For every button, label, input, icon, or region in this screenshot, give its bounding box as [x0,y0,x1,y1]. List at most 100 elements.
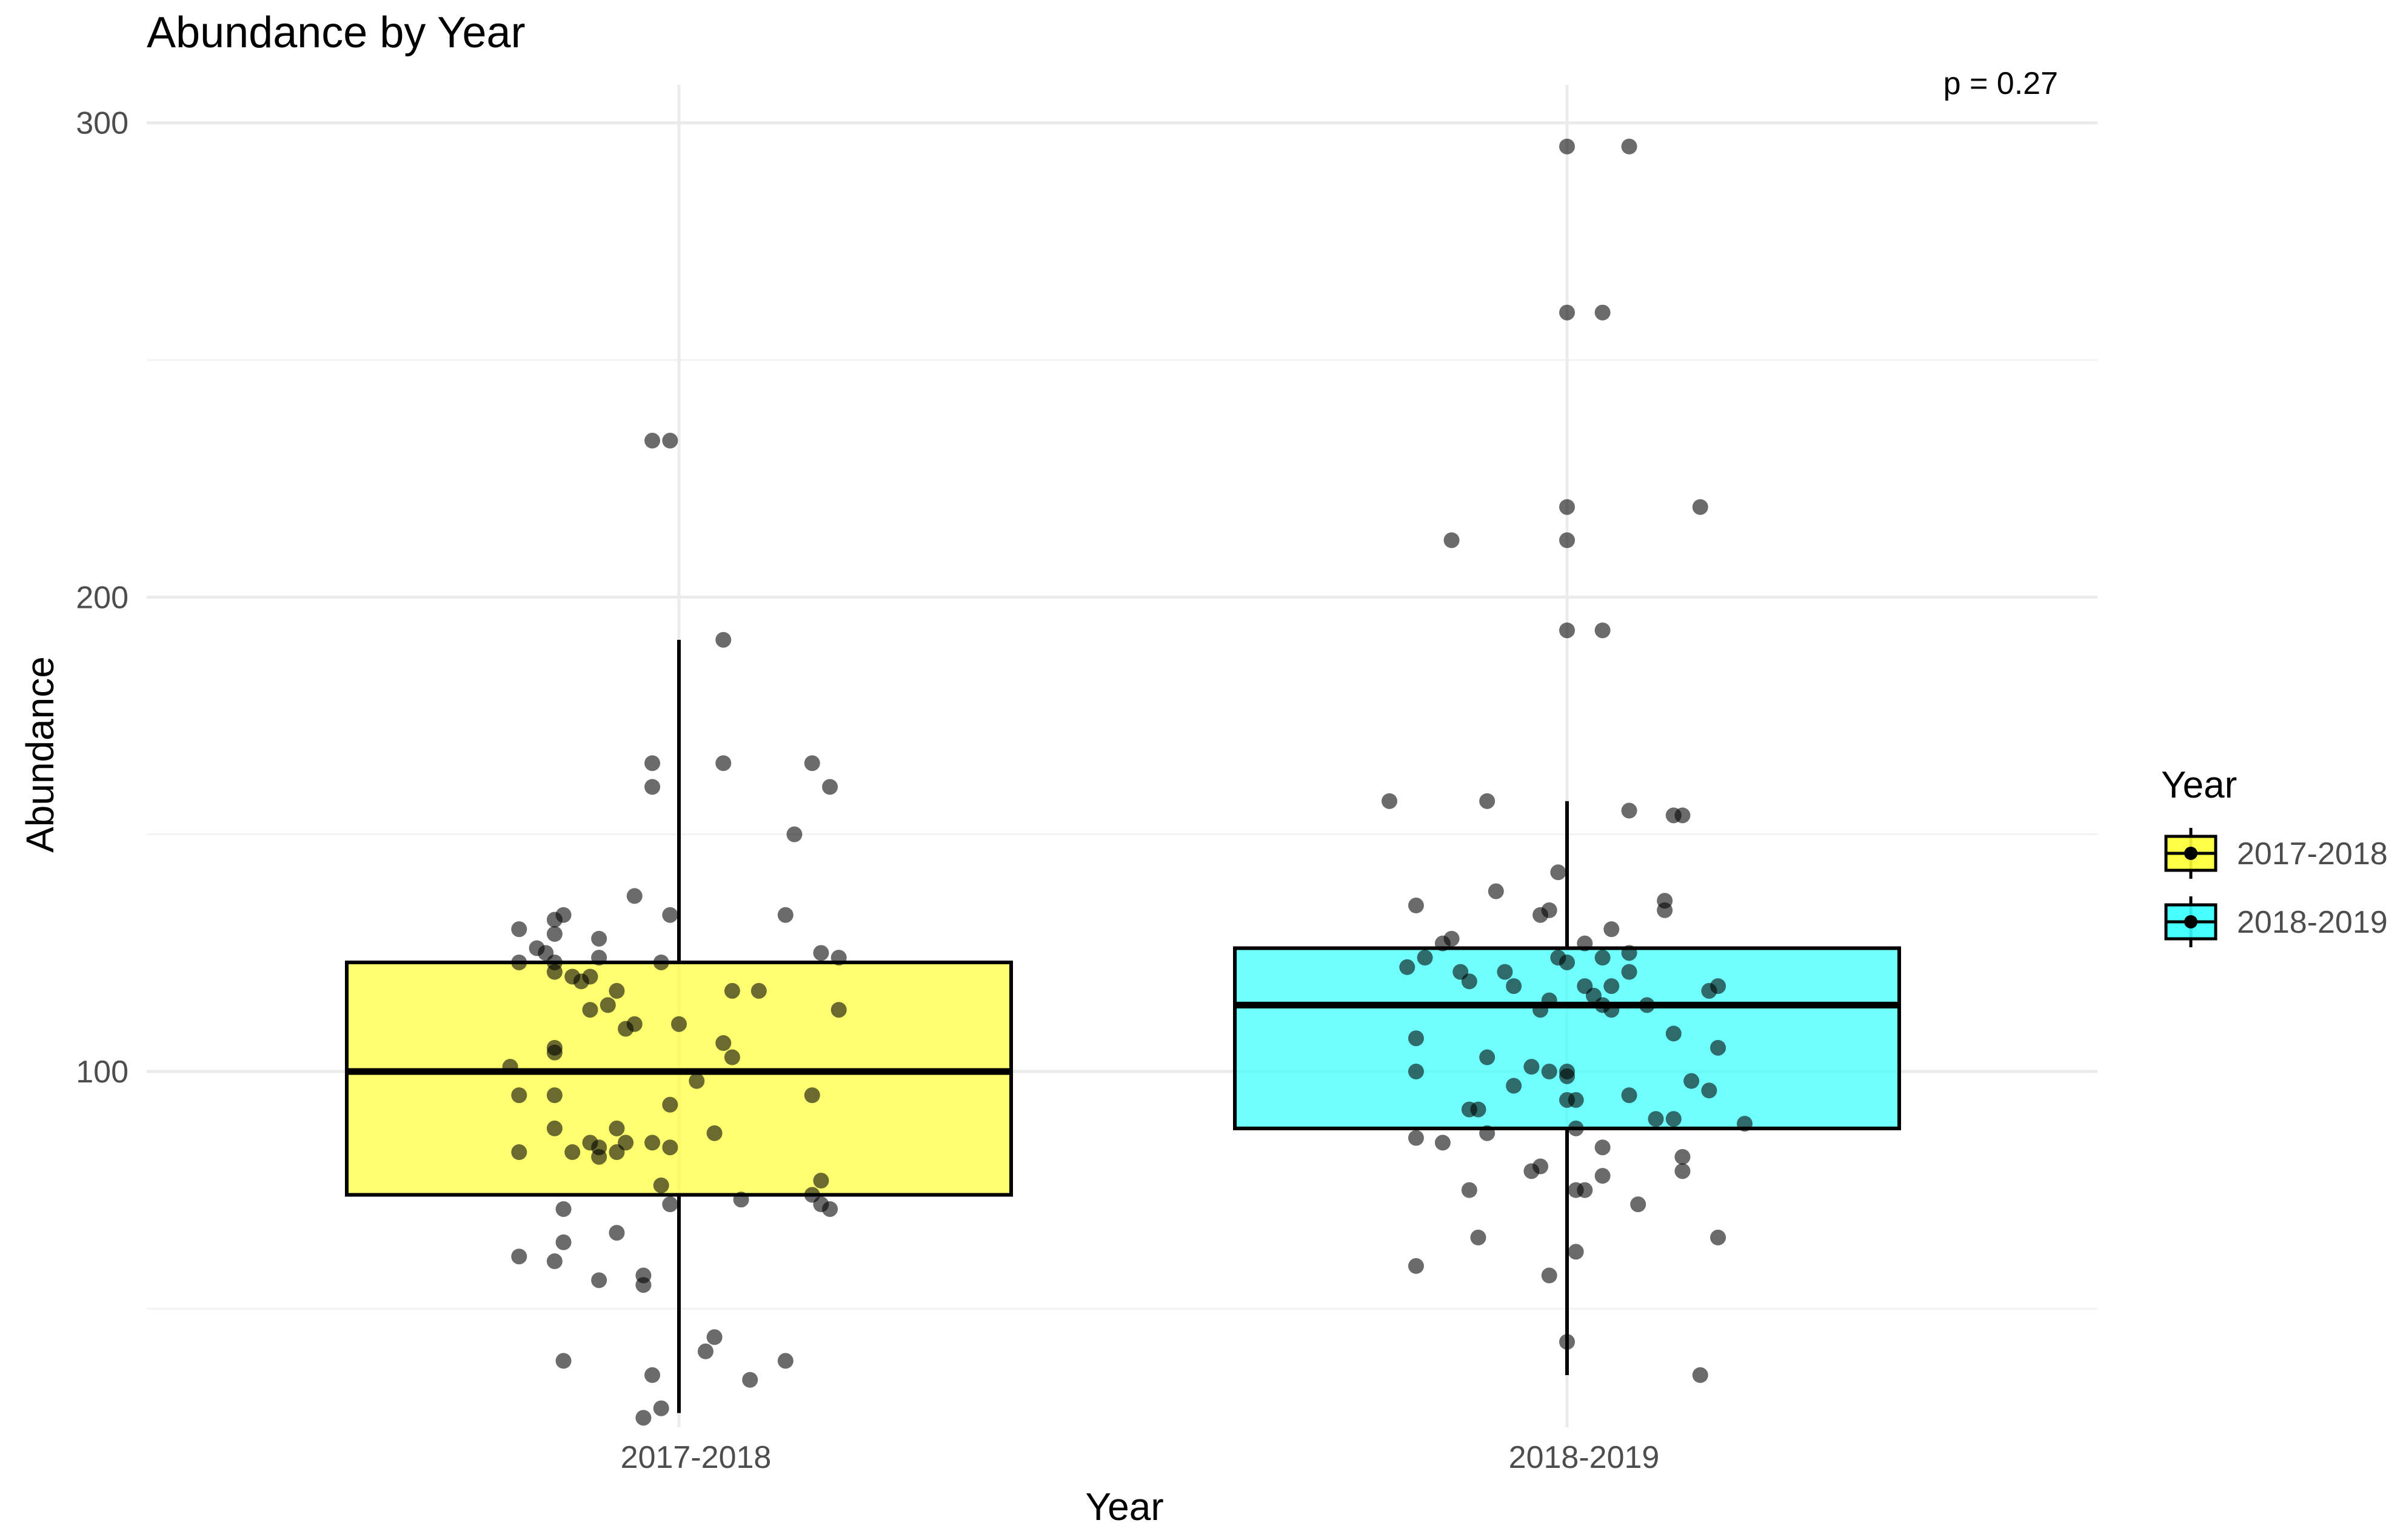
legend-key-point [2184,915,2197,928]
data-point [733,1192,749,1208]
data-point [1568,1244,1584,1260]
data-point [511,1087,527,1104]
data-point [1434,935,1451,952]
data-point [662,907,678,923]
data-point [1665,1025,1682,1042]
data-point [1532,907,1549,923]
data-point [1443,532,1460,548]
data-point [1701,982,1717,999]
data-point [804,755,820,772]
data-point [1692,1367,1708,1383]
data-point [1559,1334,1575,1350]
data-point [1674,1148,1691,1165]
data-point [1603,978,1620,995]
data-point [546,1120,563,1136]
data-point [1594,950,1611,966]
data-point [1559,532,1575,548]
data-point [546,912,563,928]
data-point [573,973,589,990]
data-point [635,1277,652,1293]
data-point [1692,499,1708,515]
data-point [635,1410,652,1426]
data-point [1461,973,1477,990]
data-point [591,950,607,966]
data-point [653,1400,669,1416]
y-tick-label: 100 [76,1055,129,1090]
data-point [1497,964,1513,980]
data-point [831,1002,847,1018]
data-point [1603,1002,1620,1018]
data-point [1408,1130,1424,1146]
data-point [1568,1182,1584,1198]
legend: Year 2017-2018 2018-2019 [2161,764,2388,947]
data-point [644,1135,661,1151]
data-point [1665,807,1682,824]
data-point [1621,964,1637,980]
legend-entry: 2017-2018 [2164,828,2388,879]
x-tick-label: 2017-2018 [621,1440,772,1475]
data-point [1594,1168,1611,1184]
data-point [546,1044,563,1061]
boxes [345,639,1901,1413]
data-point [511,954,527,970]
data-point [662,433,678,449]
data-point [1479,793,1496,809]
data-point [644,1367,661,1383]
data-point [564,1144,581,1161]
legend-key-point [2184,847,2197,860]
data-point [591,1148,607,1165]
y-tick-label: 300 [76,106,129,141]
y-tick-label: 200 [76,580,129,615]
data-point [1621,945,1637,961]
data-point [591,1272,607,1288]
data-point [671,1016,687,1032]
data-point [546,1087,563,1104]
data-point [555,1201,572,1217]
data-point [777,907,794,923]
data-point [706,1329,723,1345]
data-point [511,1144,527,1161]
data-point [1408,898,1424,914]
data-point [715,1035,732,1052]
data-point [1674,1163,1691,1179]
chart-title: Abundance by Year [147,8,526,57]
data-point [786,826,803,842]
y-tick-labels: 100 200 300 [76,106,129,1090]
data-point [1559,1092,1575,1108]
box-2017-2018 [345,960,1013,1197]
data-point [804,1087,820,1104]
data-point [831,950,847,966]
data-point [591,930,607,947]
data-point [750,982,767,999]
data-point [582,1002,598,1018]
x-axis-title: Year [1085,1485,1163,1528]
data-point [706,1125,723,1141]
data-point [618,1021,634,1037]
data-point [1594,304,1611,321]
data-point [546,1253,563,1270]
jitter-points [502,138,1753,1426]
data-point [1479,1125,1496,1141]
data-point [1461,1182,1477,1198]
data-point [715,755,732,772]
data-point [1408,1030,1424,1047]
data-point [1621,1087,1637,1104]
data-point [1532,1002,1549,1018]
data-point [1479,1049,1496,1065]
data-point [1559,499,1575,515]
data-point [1630,1196,1646,1213]
data-point [822,779,838,795]
data-point [1665,1111,1682,1127]
legend-entry: 2018-2019 [2164,896,2388,947]
data-point [555,1353,572,1369]
data-point [1550,950,1566,966]
data-point [1594,622,1611,639]
data-point [689,1073,705,1089]
data-point [724,1049,740,1065]
data-point [1506,1078,1522,1094]
data-point [1399,959,1415,975]
data-point [1710,1229,1726,1245]
data-point [697,1343,714,1359]
data-point [502,1059,518,1075]
